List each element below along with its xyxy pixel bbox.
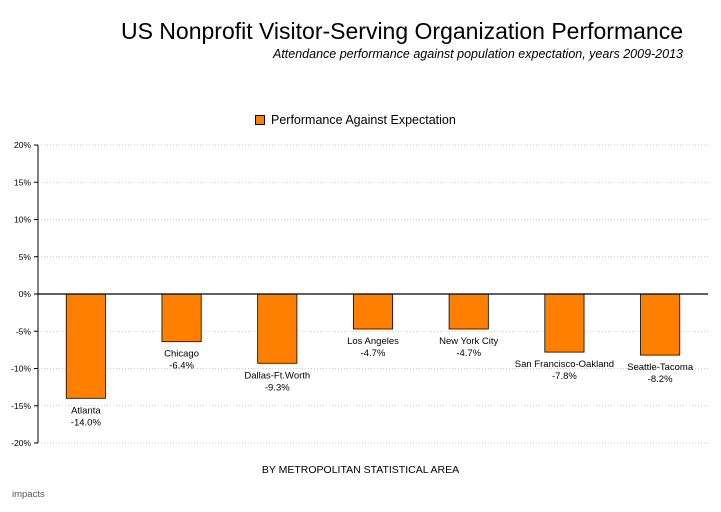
gridlines	[38, 144, 708, 444]
category-label: Seattle-Tacoma	[627, 362, 694, 373]
y-tick-label: 20%	[14, 140, 31, 150]
value-label: -7.8%	[552, 371, 577, 382]
category-label: San Francisco-Oakland	[515, 359, 614, 370]
bar	[257, 293, 298, 364]
value-label: -6.4%	[169, 361, 194, 372]
value-label: -8.2%	[648, 374, 673, 385]
category-label: Dallas-Ft.Worth	[244, 370, 310, 381]
category-label: New York City	[439, 336, 498, 347]
bar	[544, 293, 585, 353]
bar	[65, 293, 106, 399]
value-label: -14.0%	[71, 417, 102, 428]
bar	[640, 293, 681, 356]
bar	[448, 293, 489, 330]
bar-labels: Atlanta-14.0% Chicago-6.4% Dallas-Ft.Worth…	[71, 336, 694, 428]
value-label: -9.3%	[265, 382, 290, 393]
y-tick-label: 10%	[14, 215, 31, 225]
category-label: Chicago	[164, 349, 199, 360]
chart-subtitle: Attendance performance against populatio…	[272, 47, 683, 61]
bar	[161, 293, 202, 343]
y-tick-label: -20%	[11, 438, 31, 448]
y-tick-label: -10%	[11, 364, 31, 374]
chart-legend: Performance Against Expectation	[255, 113, 456, 127]
category-label: Los Angeles	[347, 336, 399, 347]
value-label: -4.7%	[456, 348, 481, 359]
legend-swatch	[255, 115, 265, 125]
legend-label: Performance Against Expectation	[271, 113, 456, 127]
chart-title: US Nonprofit Visitor-Serving Organizatio…	[120, 18, 683, 44]
category-label: Atlanta	[71, 405, 101, 416]
value-label: -4.7%	[361, 348, 386, 359]
source-logo: impacts	[12, 489, 45, 500]
bars	[65, 293, 681, 399]
y-tick-label: -5%	[16, 326, 32, 336]
bar	[352, 293, 394, 330]
y-tick-label: 0%	[19, 289, 32, 299]
y-axis: 20% 15% 10% 5% 0% -5% -10% -15% -20%	[11, 140, 39, 448]
y-tick-label: -15%	[11, 401, 31, 411]
y-tick-label: 15%	[14, 177, 31, 187]
y-tick-label: 5%	[19, 252, 32, 262]
x-axis-label: BY METROPOLITAN STATISTICAL AREA	[261, 464, 460, 476]
